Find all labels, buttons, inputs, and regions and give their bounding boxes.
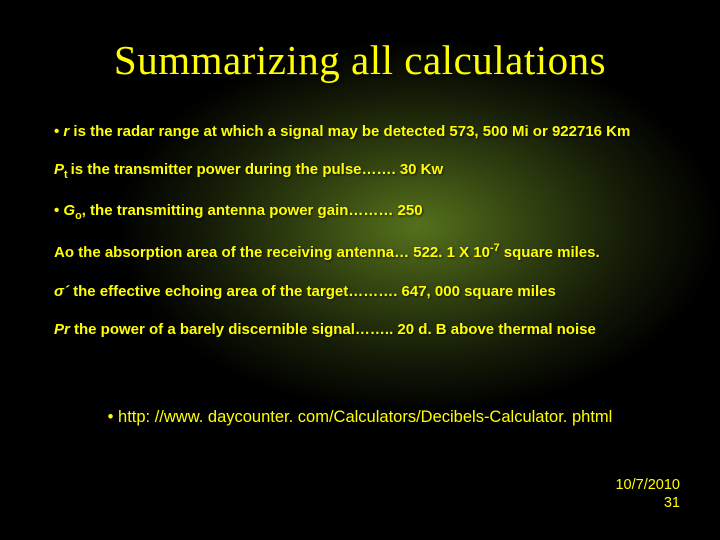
sym-pr: Pr [54,321,70,338]
footer-date: 10/7/2010 [615,476,680,494]
text-pt: is the transmitter power during the puls… [71,161,444,178]
sub-t: t [64,169,71,181]
sup-neg7: -7 [490,242,500,254]
slide-title: Summarizing all calculations [0,36,720,84]
sym-go: G [63,202,75,219]
line-pt: Pt is the transmitter power during the p… [54,160,678,183]
text-sigma: the effective echoing area of the target… [69,283,556,300]
text-ao-2: square miles. [500,244,600,261]
line-pr: Pr the power of a barely discernible sig… [54,320,678,340]
text-pr: the power of a barely discernible signal… [70,321,596,338]
footer-page-number: 31 [615,494,680,512]
text-ao-1: the absorption area of the receiving ant… [74,244,490,261]
line-sigma: σ´ the effective echoing area of the tar… [54,282,678,302]
reference-link: • http: //www. daycounter. com/Calculato… [0,408,720,427]
text-go: , the transmitting antenna power gain………… [82,202,423,219]
sym-pt: P [54,161,64,178]
slide-body: • r is the radar range at which a signal… [54,122,678,358]
slide-footer: 10/7/2010 31 [615,476,680,512]
line-go: • Go, the transmitting antenna power gai… [54,201,678,224]
sym-sigma: σ´ [54,283,69,300]
sym-ao: Ao [54,244,74,261]
sub-o: o [75,210,82,222]
line-r: • r is the radar range at which a signal… [54,122,678,142]
line-ao: Ao the absorption area of the receiving … [54,241,678,263]
text-r: is the radar range at which a signal may… [69,123,630,140]
bullet: • [54,202,63,219]
bullet: • [54,123,63,140]
